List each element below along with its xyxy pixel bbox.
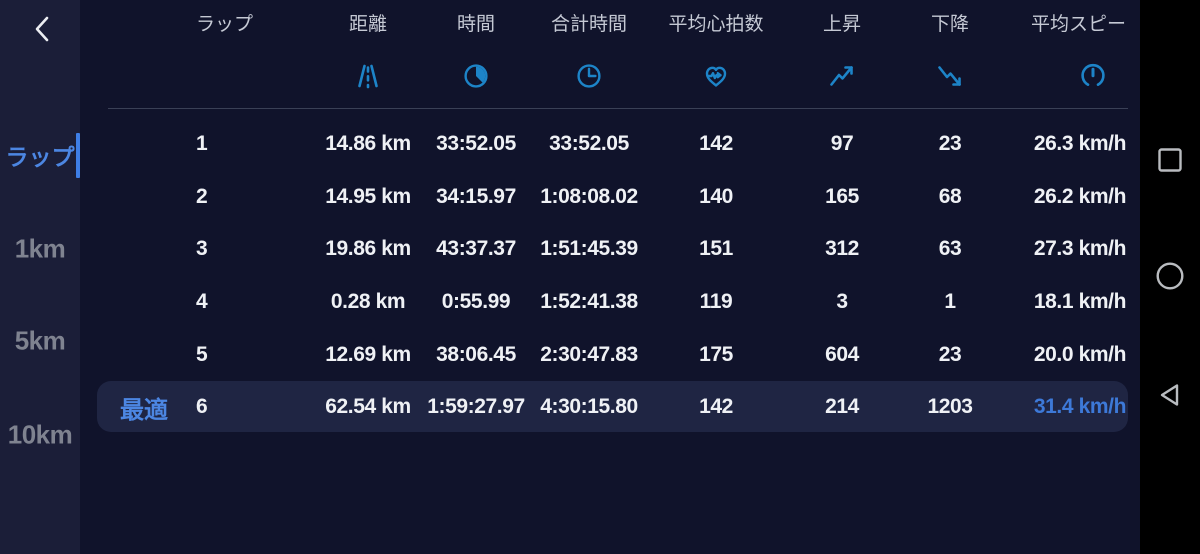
cell-lap: 4 xyxy=(196,290,208,314)
cell-descent: 23 xyxy=(938,132,962,156)
cell-ascent: 312 xyxy=(825,237,859,261)
cell-lap: 2 xyxy=(196,184,208,208)
back-triangle-icon[interactable] xyxy=(1140,382,1200,408)
cell-descent: 63 xyxy=(938,237,962,261)
cell-total-time: 33:52.05 xyxy=(549,132,629,156)
cell-distance: 0.28 km xyxy=(330,290,406,314)
column-header-time: 時間 xyxy=(456,13,495,35)
table-row[interactable]: 1 14.86 km 33:52.05 33:52.05 142 97 23 2… xyxy=(80,118,1140,171)
cell-descent: 1 xyxy=(944,290,956,314)
cell-avg-speed: 31.4 km/h xyxy=(1033,395,1127,419)
road-icon xyxy=(355,63,381,89)
cell-avg-hr: 140 xyxy=(699,184,733,208)
cell-ascent: 214 xyxy=(825,395,859,419)
cell-distance: 19.86 km xyxy=(325,237,411,261)
column-header-total-time: 合計時間 xyxy=(550,13,627,35)
ascent-icon xyxy=(829,63,855,89)
column-header-descent: 下降 xyxy=(930,13,969,35)
cell-avg-hr: 151 xyxy=(699,237,733,261)
table-row-optimal[interactable]: 最適 6 62.54 km 1:59:27.97 4:30:15.80 142 … xyxy=(80,380,1140,434)
table-header-icons xyxy=(80,44,1140,108)
cell-time: 38:06.45 xyxy=(436,342,516,366)
android-nav-bar xyxy=(1140,0,1200,554)
table-row[interactable]: 2 14.95 km 34:15.97 1:08:08.02 140 165 6… xyxy=(80,171,1140,224)
cell-ascent: 165 xyxy=(825,184,859,208)
header-divider xyxy=(108,108,1128,109)
cell-time: 43:37.37 xyxy=(436,237,516,261)
cell-avg-speed: 26.3 km/h xyxy=(1033,132,1127,156)
speed-gauge-icon xyxy=(1080,63,1140,89)
cell-ascent: 97 xyxy=(830,132,854,156)
cell-total-time: 2:30:47.83 xyxy=(540,342,638,366)
column-header-distance: 距離 xyxy=(348,13,387,35)
cell-total-time: 1:52:41.38 xyxy=(540,290,638,314)
cell-time: 34:15.97 xyxy=(436,184,516,208)
cell-lap: 5 xyxy=(196,342,208,366)
sidebar-item-10km[interactable]: 10km xyxy=(7,419,73,450)
cell-ascent: 3 xyxy=(836,290,848,314)
table-row[interactable]: 4 0.28 km 0:55.99 1:52:41.38 119 3 1 18.… xyxy=(80,276,1140,329)
cell-total-time: 4:30:15.80 xyxy=(540,395,638,419)
elapsed-time-icon xyxy=(463,63,489,89)
cell-avg-speed: 26.2 km/h xyxy=(1033,184,1127,208)
descent-icon xyxy=(937,63,963,89)
recents-square-icon[interactable] xyxy=(1140,148,1200,172)
cell-distance: 12.69 km xyxy=(325,342,411,366)
table-row[interactable]: 5 12.69 km 38:06.45 2:30:47.83 175 604 2… xyxy=(80,328,1140,381)
cell-distance: 14.86 km xyxy=(325,132,411,156)
cell-descent: 1203 xyxy=(927,395,973,419)
table-row[interactable]: 3 19.86 km 43:37.37 1:51:45.39 151 312 6… xyxy=(80,223,1140,276)
cell-ascent: 604 xyxy=(825,342,859,366)
interval-sidebar: ラップ 1km 5km 10km xyxy=(0,0,80,554)
cell-total-time: 1:08:08.02 xyxy=(540,184,638,208)
cell-lap: 1 xyxy=(196,132,208,156)
back-button[interactable] xyxy=(26,12,60,46)
cell-time: 1:59:27.97 xyxy=(427,395,525,419)
active-tab-indicator xyxy=(76,133,80,178)
cell-avg-speed: 27.3 km/h xyxy=(1033,237,1127,261)
cell-lap: 6 xyxy=(196,395,208,419)
cell-avg-speed: 18.1 km/h xyxy=(1033,290,1127,314)
cell-avg-hr: 142 xyxy=(699,132,733,156)
cell-distance: 14.95 km xyxy=(325,184,411,208)
cell-avg-hr: 175 xyxy=(699,342,733,366)
heart-rate-icon xyxy=(702,63,730,89)
table-body: 1 14.86 km 33:52.05 33:52.05 142 97 23 2… xyxy=(80,109,1140,434)
cell-time: 0:55.99 xyxy=(441,290,511,314)
cell-total-time: 1:51:45.39 xyxy=(540,237,638,261)
column-header-avg-hr: 平均心拍数 xyxy=(668,13,764,35)
column-header-lap: ラップ xyxy=(196,13,254,35)
chevron-left-icon xyxy=(26,12,60,46)
column-header-ascent: 上昇 xyxy=(822,13,861,35)
home-circle-icon[interactable] xyxy=(1140,262,1200,290)
clock-icon xyxy=(576,63,602,89)
sidebar-item-lap[interactable]: ラップ xyxy=(5,144,75,170)
cell-avg-speed: 20.0 km/h xyxy=(1033,342,1127,366)
lap-table: ラップ 距離 時間 合計時間 平均心拍数 上昇 下降 平均スピー xyxy=(80,0,1140,554)
table-header: ラップ 距離 時間 合計時間 平均心拍数 上昇 下降 平均スピー xyxy=(80,0,1140,44)
cell-distance: 62.54 km xyxy=(325,395,411,419)
sidebar-item-1km[interactable]: 1km xyxy=(14,233,66,264)
cell-lap: 3 xyxy=(196,237,208,261)
cell-descent: 23 xyxy=(938,342,962,366)
sidebar-item-5km[interactable]: 5km xyxy=(14,325,66,356)
cell-time: 33:52.05 xyxy=(436,132,516,156)
column-header-avg-speed: 平均スピー xyxy=(1030,13,1126,35)
optimal-badge: 最適 xyxy=(120,396,168,424)
cell-avg-hr: 142 xyxy=(699,395,733,419)
cell-avg-hr: 119 xyxy=(699,290,733,314)
cell-descent: 68 xyxy=(938,184,962,208)
